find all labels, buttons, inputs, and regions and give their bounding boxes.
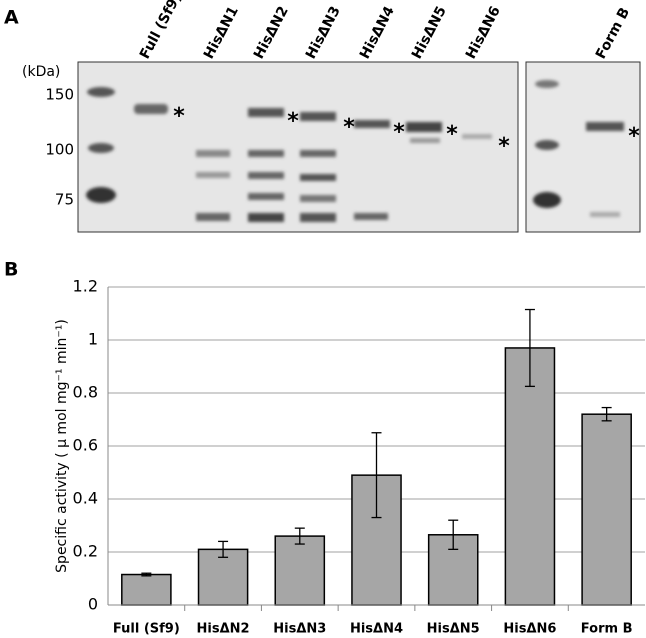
error-bar xyxy=(371,432,382,519)
error-bar xyxy=(524,308,535,388)
error-bar xyxy=(218,540,229,558)
bar xyxy=(121,573,172,606)
kda-label: (kDa) xyxy=(22,64,60,80)
marker-label: 100 xyxy=(45,141,74,159)
error-bar xyxy=(141,572,152,577)
y-tick-label: 1.2 xyxy=(73,277,98,296)
lane-label: HisΔN3 xyxy=(303,4,344,62)
x-tick-label: Full (Sf9) xyxy=(113,622,180,637)
lane-label: HisΔN1 xyxy=(201,4,242,62)
panel-label: A xyxy=(4,7,19,29)
asterisk: * xyxy=(628,124,640,149)
asterisk: * xyxy=(343,115,355,140)
y-tick-label: 0.8 xyxy=(73,383,98,402)
y-tick-label: 0.6 xyxy=(73,436,98,455)
marker-label: 150 xyxy=(45,86,74,104)
lane-label: Full (Sf9) xyxy=(137,0,185,62)
lane-label: Form B xyxy=(593,5,633,62)
y-tick-label: 0.4 xyxy=(73,489,98,508)
x-tick-label: HisΔN6 xyxy=(503,622,556,637)
x-tick-label: Form B xyxy=(581,622,633,637)
y-tick-label: 1 xyxy=(88,330,98,349)
asterisk: * xyxy=(498,134,510,159)
x-tick-label: HisΔN2 xyxy=(197,622,250,637)
asterisk: * xyxy=(446,122,458,147)
lane-label: HisΔN4 xyxy=(357,4,398,62)
error-bar xyxy=(448,519,459,550)
asterisk: * xyxy=(287,109,299,134)
gel-bands xyxy=(86,80,624,222)
lane-label: HisΔN6 xyxy=(463,4,504,62)
panel-label: B xyxy=(4,259,18,281)
bar xyxy=(581,413,632,606)
bar xyxy=(504,347,556,606)
bar xyxy=(274,535,326,606)
gel-left xyxy=(77,61,519,233)
y-tick-label: 0.2 xyxy=(73,542,98,561)
lane-label: HisΔN5 xyxy=(409,4,450,62)
error-bar xyxy=(294,527,305,545)
y-axis-label: Specific activity ( μ mol mg⁻¹ min⁻¹) xyxy=(54,319,70,573)
y-tick-label: 0 xyxy=(88,595,98,614)
error-bar xyxy=(601,406,612,422)
x-tick-label: HisΔN5 xyxy=(427,622,480,637)
x-tick-label: HisΔN3 xyxy=(273,622,326,637)
marker-label: 75 xyxy=(55,191,74,209)
lane-label: HisΔN2 xyxy=(251,4,292,62)
asterisk: * xyxy=(173,104,185,129)
x-tick-label: HisΔN4 xyxy=(350,622,403,637)
asterisk: * xyxy=(393,120,405,145)
